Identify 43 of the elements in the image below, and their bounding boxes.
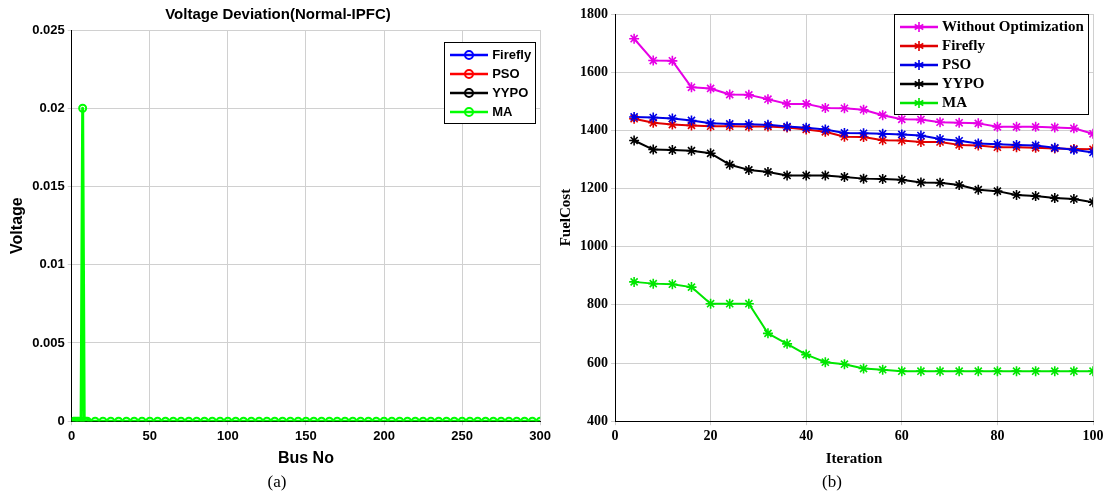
y-tick-label: 1600 <box>580 63 608 79</box>
legend-label: Firefly <box>492 47 532 62</box>
x-axis-title: Bus No <box>277 448 335 466</box>
text: (a) <box>266 472 288 492</box>
y-tick-label: 0.02 <box>39 99 65 115</box>
chart-title: Voltage Deviation(Normal-IPFC) <box>165 5 391 23</box>
y-tick-label: 1200 <box>580 180 608 196</box>
y-tick-label: 0.025 <box>32 21 65 37</box>
x-tick-label: 50 <box>142 427 158 443</box>
legend-label: MA <box>492 104 513 119</box>
x-tick-label: 250 <box>451 427 473 443</box>
y-tick-label: 0.015 <box>32 178 65 194</box>
y-tick-label: 1800 <box>580 5 608 21</box>
y-tick-label: 800 <box>587 296 608 312</box>
y-tick-label: 600 <box>587 354 608 370</box>
x-tick-label: 40 <box>799 428 814 444</box>
y-tick-label: 0.005 <box>32 334 65 350</box>
x-tick-label: 80 <box>990 428 1005 444</box>
y-axis-title: Voltage <box>8 197 26 254</box>
y-tick-label: 0 <box>57 412 65 428</box>
y-tick-label: 400 <box>587 412 608 428</box>
legend-label: PSO <box>492 66 520 81</box>
x-tick-label: 200 <box>373 427 395 443</box>
x-tick-label: 100 <box>217 427 239 443</box>
legend-label: YYPO <box>942 75 985 92</box>
legend-label: Firefly <box>942 37 986 54</box>
y-tick-label: 0.01 <box>39 256 65 272</box>
legend-label: Without Optimization <box>942 18 1084 35</box>
y-tick-label: 1400 <box>580 121 608 137</box>
x-tick-label: 0 <box>611 428 619 444</box>
x-tick-label: 20 <box>703 428 718 444</box>
x-tick-label: 100 <box>1082 428 1104 444</box>
y-tick-label: 1000 <box>580 238 608 254</box>
y-axis-title: FuelCost <box>556 188 573 247</box>
x-tick-label: 300 <box>529 427 552 443</box>
legend-label: MA <box>942 94 967 111</box>
x-axis-title: Iteration <box>825 449 883 466</box>
legend-label: PSO <box>942 56 972 73</box>
x-tick-label: 150 <box>295 427 317 443</box>
x-tick-label: 60 <box>894 428 909 444</box>
x-tick-label: 0 <box>68 427 76 443</box>
text: (b) <box>821 472 843 492</box>
legend-label: YYPO <box>492 85 529 100</box>
